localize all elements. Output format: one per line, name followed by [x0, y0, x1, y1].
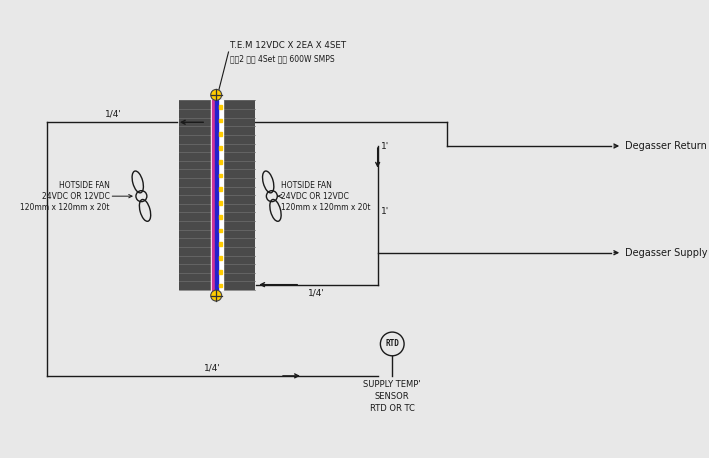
Text: 1': 1'	[381, 142, 389, 151]
Bar	[219, 284, 222, 287]
Bar	[219, 215, 222, 218]
Text: 1/4': 1/4'	[204, 363, 221, 372]
Bar	[219, 105, 222, 109]
Text: Degasser Supply: Degasser Supply	[625, 248, 708, 258]
Bar	[211, 100, 223, 290]
Text: 1/4': 1/4'	[308, 288, 325, 297]
Bar	[216, 100, 218, 290]
Text: HOTSIDE FAN
24VDC OR 12VDC
120mm x 120mm x 20t: HOTSIDE FAN 24VDC OR 12VDC 120mm x 120mm…	[281, 180, 371, 212]
Text: T.E.M 12VDC X 2EA X 4SET: T.E.M 12VDC X 2EA X 4SET	[230, 41, 347, 50]
Bar	[219, 229, 222, 232]
Text: RTD: RTD	[385, 339, 399, 349]
Bar	[223, 100, 255, 290]
Bar	[219, 256, 222, 260]
Bar	[219, 270, 222, 273]
Text: SUPPLY TEMP'
SENSOR
RTD OR TC: SUPPLY TEMP' SENSOR RTD OR TC	[364, 381, 421, 413]
Text: HOTSIDE FAN
24VDC OR 12VDC
120mm x 120mm x 20t: HOTSIDE FAN 24VDC OR 12VDC 120mm x 120mm…	[20, 180, 109, 212]
Circle shape	[211, 290, 222, 301]
Text: 1': 1'	[381, 207, 389, 216]
Text: Degasser Return: Degasser Return	[625, 141, 707, 151]
Bar	[219, 174, 222, 177]
Text: 제액2 모드 4Set 조합 600W SMPS: 제액2 모드 4Set 조합 600W SMPS	[230, 54, 335, 63]
Bar	[219, 146, 222, 150]
Bar	[219, 132, 222, 136]
Bar	[219, 160, 222, 164]
Bar	[219, 201, 222, 205]
Bar	[219, 119, 222, 122]
Bar	[219, 242, 222, 246]
Text: 1/4': 1/4'	[105, 109, 121, 119]
Bar	[179, 100, 211, 290]
Bar	[219, 187, 222, 191]
Circle shape	[211, 89, 222, 100]
Bar	[211, 100, 216, 290]
